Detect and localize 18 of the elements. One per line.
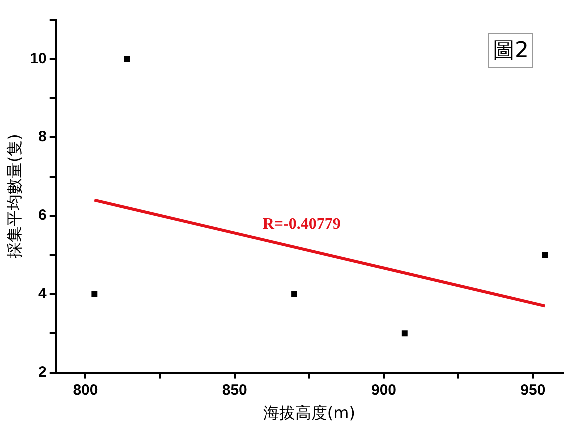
y-tick-label: 10 <box>30 50 47 68</box>
y-tick-label: 6 <box>38 207 47 224</box>
y-tick-label: 4 <box>38 286 48 303</box>
annotation: 圖2 <box>493 38 530 64</box>
x-tick-label: 950 <box>520 382 546 399</box>
point <box>124 56 130 62</box>
annotation: R=-0.40779 <box>262 216 341 233</box>
point <box>292 291 298 298</box>
x-axis-title: 海拔高度(m) <box>263 404 356 423</box>
y-axis-title: 採集平均數量(隻) <box>4 134 24 259</box>
y-tick-label: 8 <box>38 128 47 146</box>
point <box>402 330 408 337</box>
y-tick-label: 2 <box>38 364 47 381</box>
point <box>542 252 548 258</box>
x-tick-label: 850 <box>222 382 248 399</box>
x-tick-label: 900 <box>372 382 397 399</box>
x-tick-label: 800 <box>73 382 98 399</box>
point <box>92 291 98 298</box>
